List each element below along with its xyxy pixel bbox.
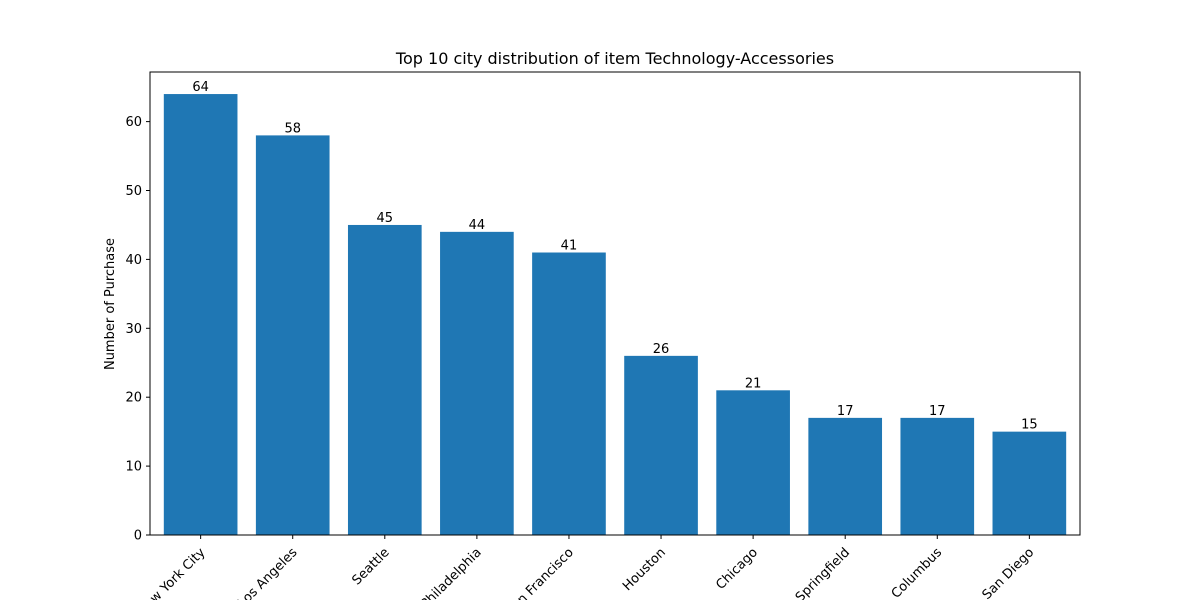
bars-group	[163, 94, 1067, 536]
y-tick-label: 20	[125, 391, 142, 406]
y-tick-label: 60	[125, 115, 142, 130]
x-tick-label: Seattle	[349, 545, 392, 588]
y-tick-label: 10	[125, 460, 142, 475]
bar	[532, 252, 606, 535]
bar	[624, 355, 698, 535]
x-tick-label: Philadelphia	[418, 545, 485, 600]
chart-title: Top 10 city distribution of item Technol…	[395, 49, 834, 68]
data-label: 41	[561, 239, 578, 254]
bar	[900, 417, 975, 535]
bar	[255, 135, 330, 535]
data-label: 64	[192, 80, 209, 95]
bar	[716, 390, 790, 535]
data-label: 58	[284, 121, 301, 136]
y-tick-label: 50	[125, 184, 142, 199]
x-tick-label: San Diego	[980, 545, 1038, 600]
bar	[347, 224, 422, 535]
bar	[992, 431, 1067, 535]
data-label: 17	[837, 404, 854, 419]
bar	[808, 417, 883, 535]
data-label: 15	[1021, 418, 1038, 433]
x-tick-label: Columbus	[889, 545, 946, 600]
data-labels-group: 64 58 45 44 41 26 21 17 17 15	[192, 80, 1037, 433]
x-tick-label: Chicago	[713, 545, 761, 593]
x-tick-label: San Francisco	[503, 545, 577, 600]
y-tick-label: 40	[125, 253, 142, 268]
plot-frame	[149, 71, 1081, 536]
x-tick-label: New York City	[135, 545, 209, 600]
y-axis: 0 10 20 30 40 50 60	[125, 115, 150, 544]
y-tick-label: 30	[125, 322, 142, 337]
x-tick-label: Springfield	[793, 545, 853, 600]
data-label: 17	[929, 404, 946, 419]
y-axis-label: Number of Purchase	[103, 238, 118, 370]
plot-area: 64 58 45 44 41 26 21 17 17 15	[149, 71, 1081, 536]
x-axis: New York City Los Angeles Seattle Philadelp…	[135, 535, 1037, 600]
bar	[440, 231, 514, 535]
x-tick-label: Los Angeles	[235, 545, 301, 600]
data-label: 45	[377, 211, 394, 226]
data-label: 44	[469, 218, 486, 233]
data-label: 21	[745, 376, 762, 391]
y-tick-label: 0	[134, 529, 142, 544]
bar	[163, 94, 238, 536]
x-tick-label: Houston	[620, 545, 669, 594]
data-label: 26	[653, 342, 670, 357]
